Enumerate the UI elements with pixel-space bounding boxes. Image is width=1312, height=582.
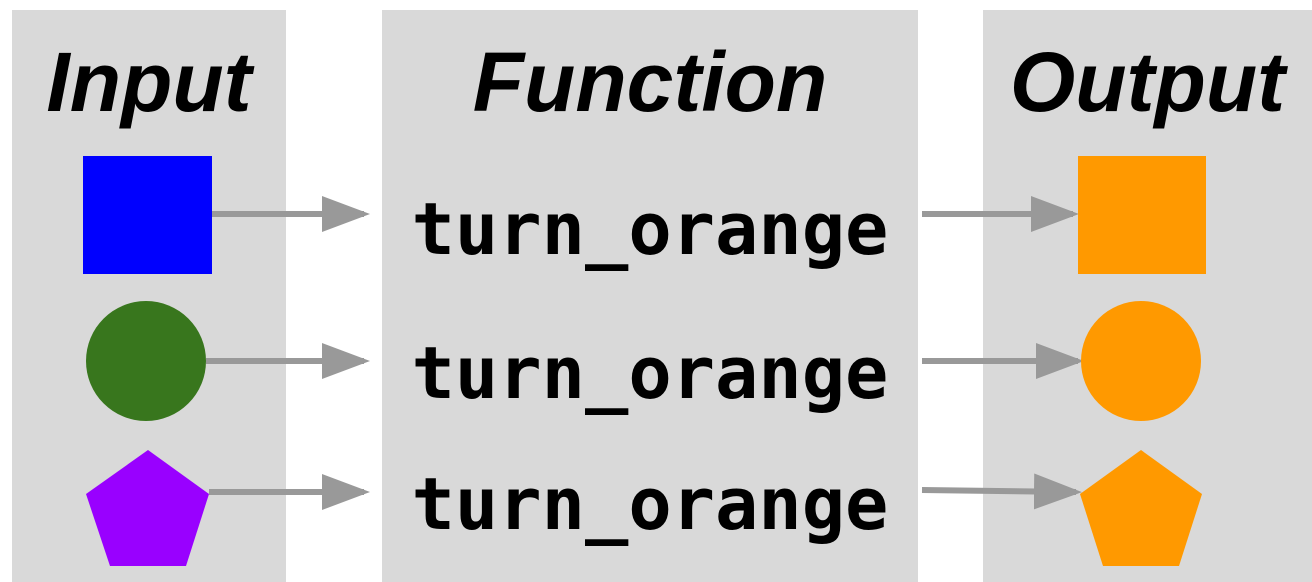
function-heading: Function — [472, 35, 828, 129]
function-label-3: turn_orange — [411, 462, 889, 546]
output-heading: Output — [1009, 35, 1286, 129]
input-pentagon-shape — [86, 450, 209, 566]
function-panel: Function turn_orange turn_orange turn_or… — [382, 10, 918, 582]
input-circle-shape — [86, 301, 206, 421]
arrow-function-to-output-3 — [921, 473, 1082, 510]
output-pentagon-shape — [1080, 450, 1202, 566]
function-label-2: turn_orange — [411, 331, 889, 415]
output-square-shape — [1078, 156, 1206, 274]
function-label-1: turn_orange — [411, 187, 889, 271]
input-square-shape — [83, 156, 212, 274]
output-circle-shape — [1081, 301, 1201, 421]
input-heading: Input — [46, 35, 252, 129]
